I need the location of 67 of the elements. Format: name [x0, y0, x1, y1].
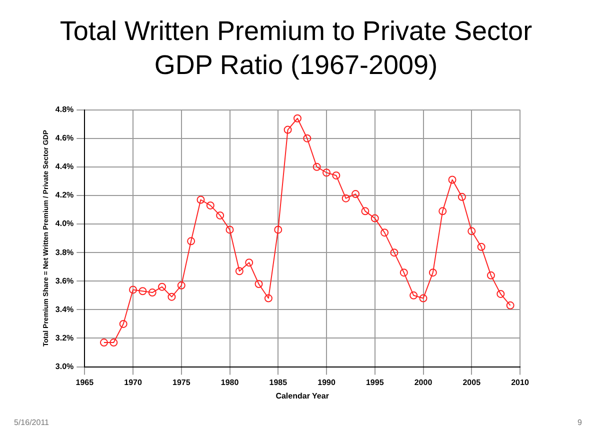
point: [187, 237, 196, 246]
point: [293, 114, 302, 122]
x-tick-label: 1965: [76, 378, 94, 387]
point: [110, 338, 118, 347]
point: [448, 176, 456, 184]
point: [370, 214, 379, 222]
x-tick-label: 1990: [318, 378, 336, 387]
point: [138, 287, 147, 296]
point: [486, 271, 495, 280]
chart-title: Total Written Premium to Private Sector GDP Ratio (1967-2009): [58, 15, 534, 82]
y-tick-label: 3.6%: [55, 276, 74, 286]
point: [352, 190, 360, 198]
x-tick-label: 1975: [172, 378, 191, 387]
y-tick-label: 3.2%: [55, 333, 74, 342]
y-tick-label: 3.0%: [55, 362, 74, 372]
point: [245, 258, 254, 267]
y-tick-label: 3.4%: [55, 304, 74, 314]
point: [342, 194, 350, 202]
point: [129, 286, 138, 294]
point: [119, 320, 128, 328]
point: [477, 242, 486, 251]
point: [361, 207, 370, 216]
text: 9: [578, 418, 582, 427]
point: [177, 281, 186, 290]
text: 5/16/2011: [14, 418, 49, 427]
x-tick-label: 1980: [220, 378, 240, 387]
y-tick-label: 4.8%: [55, 105, 74, 114]
y-tick-label: 4.0%: [55, 219, 74, 228]
point: [419, 294, 428, 302]
point: [312, 162, 321, 171]
point: [206, 201, 214, 210]
x-tick-label: 2005: [462, 378, 482, 387]
x-axis-title: Calendar Year: [276, 391, 329, 400]
point: [303, 134, 312, 142]
point: [410, 291, 418, 300]
x-tick-label: 2010: [511, 378, 530, 387]
point: [158, 282, 166, 291]
point: [332, 171, 340, 180]
point: [496, 290, 505, 298]
point: [458, 192, 466, 201]
point: [380, 228, 389, 237]
y-tick-label: 4.6%: [55, 134, 74, 143]
point: [468, 227, 476, 236]
point: [235, 267, 244, 276]
point: [274, 226, 282, 234]
x-tick-label: 1995: [366, 378, 384, 387]
x-tick-label: 2000: [414, 378, 433, 387]
point: [438, 207, 447, 216]
point: [216, 211, 224, 220]
point: [196, 196, 205, 204]
y-tick-label: 4.4%: [55, 162, 74, 172]
x-tick-label: 1970: [124, 378, 142, 387]
point: [400, 268, 408, 277]
point: [226, 226, 234, 234]
point: [100, 338, 108, 347]
point: [264, 294, 272, 302]
x-tick-label: 1985: [269, 378, 288, 387]
point: [322, 168, 331, 177]
point: [428, 268, 437, 277]
y-tick-label: 3.8%: [55, 248, 74, 257]
point: [506, 301, 514, 310]
y-tick-label: 4.2%: [55, 190, 74, 200]
point: [390, 248, 398, 257]
point: [148, 288, 156, 297]
point: [254, 280, 263, 288]
point: [168, 292, 176, 301]
point: [284, 126, 292, 134]
